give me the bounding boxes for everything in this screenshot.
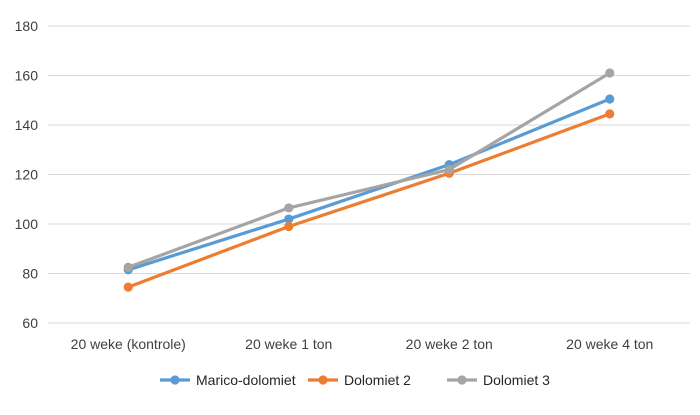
- x-tick-label: 20 weke 2 ton: [406, 336, 493, 352]
- data-point: [284, 214, 294, 224]
- legend-label: Dolomiet 3: [483, 372, 550, 388]
- x-tick-label: 20 weke 1 ton: [245, 336, 332, 352]
- y-tick-label: 120: [15, 167, 39, 183]
- legend-item: Dolomiet 2: [308, 372, 411, 388]
- data-point: [605, 94, 615, 104]
- y-tick-label: 140: [15, 117, 39, 133]
- data-point: [605, 109, 615, 119]
- legend-label: Marico-dolomiet: [196, 372, 296, 388]
- data-point: [444, 164, 454, 175]
- y-axis-tick-labels: 60 80 100 120 140 160 180: [15, 18, 39, 331]
- series-line: [126, 112, 612, 289]
- legend-marker: [457, 375, 467, 385]
- x-tick-label: 20 weke 4 ton: [566, 336, 653, 352]
- series-2: [123, 68, 615, 272]
- y-tick-label: 160: [15, 68, 39, 84]
- legend: Marico-dolomiet Dolomiet 2 Dolomiet 3: [160, 372, 550, 388]
- data-point: [605, 68, 615, 78]
- data-point: [284, 221, 294, 232]
- series-1: [123, 109, 615, 292]
- series-lines: [123, 68, 615, 292]
- legend-marker: [318, 375, 328, 385]
- data-point: [123, 262, 133, 272]
- data-point: [284, 203, 294, 213]
- legend-item: Marico-dolomiet: [160, 372, 296, 388]
- series-0: [123, 94, 615, 275]
- legend-item: Dolomiet 3: [447, 372, 550, 388]
- legend-label: Dolomiet 2: [344, 372, 411, 388]
- x-tick-label: 20 weke (kontrole): [71, 336, 186, 352]
- x-axis-tick-labels: 20 weke (kontrole) 20 weke 1 ton 20 weke 2…: [71, 336, 654, 352]
- series-line: [126, 71, 612, 269]
- gridlines: [48, 25, 690, 324]
- y-tick-label: 80: [22, 266, 38, 282]
- data-point: [123, 282, 133, 292]
- legend-marker: [170, 375, 180, 385]
- y-tick-label: 100: [15, 216, 39, 232]
- y-tick-label: 180: [15, 18, 39, 34]
- series-line: [126, 97, 612, 272]
- y-tick-label: 60: [22, 315, 38, 331]
